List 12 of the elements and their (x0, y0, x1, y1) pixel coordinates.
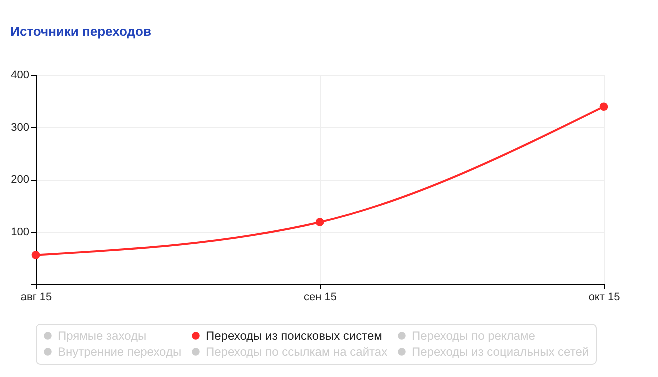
point (32, 251, 40, 260)
x-tick-label: авг 15 (20, 292, 52, 304)
y-tick-label: 300 (11, 122, 30, 134)
chart-title: Источники переходов (10, 24, 152, 39)
y-tick-label: 400 (11, 70, 30, 82)
y-tick-label: 100 (11, 226, 30, 238)
x-tick-label: окт 15 (588, 292, 620, 304)
y-tick-label: 200 (11, 174, 30, 186)
point (316, 218, 324, 227)
legend-label: Переходы из поисковых систем (206, 329, 382, 343)
x-tick-label: сен 15 (304, 292, 337, 304)
point (600, 102, 608, 112)
